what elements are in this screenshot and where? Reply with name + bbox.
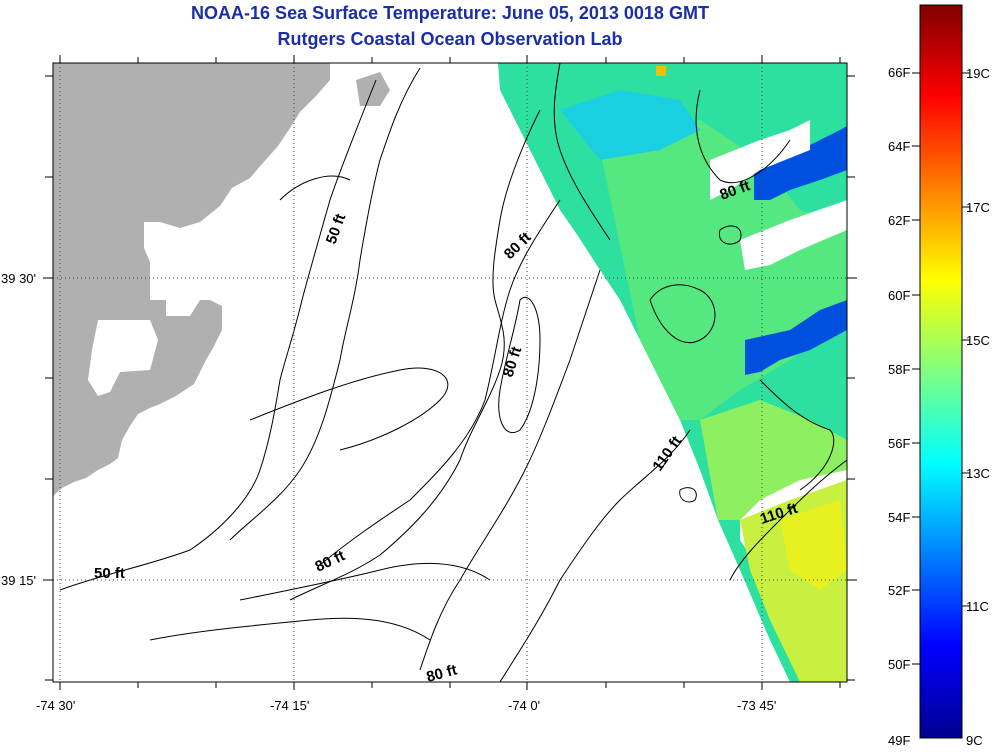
depth-contours xyxy=(59,63,847,682)
colorbar-c-label: 13C xyxy=(966,466,990,481)
contour-label: 80 ft xyxy=(500,345,526,380)
colorbar-c-label: 15C xyxy=(966,333,990,348)
map-title: NOAA-16 Sea Surface Temperature: June 05… xyxy=(191,3,709,23)
colorbar-c-label: 19C xyxy=(966,66,990,81)
map-subtitle: Rutgers Coastal Ocean Observation Lab xyxy=(277,29,623,49)
colorbar xyxy=(919,4,963,739)
contour-label: 80 ft xyxy=(501,229,535,263)
contour-label: 50 ft xyxy=(323,212,350,247)
colorbar-c-label: 17C xyxy=(966,200,990,215)
x-tick-label: -74 0' xyxy=(508,698,541,713)
x-tick-label: -74 15' xyxy=(270,698,310,713)
colorbar-c-label: 9C xyxy=(966,733,983,748)
colorbar-f-label: 58F xyxy=(888,362,911,377)
land-mass xyxy=(53,63,330,496)
colorbar-f-label: 54F xyxy=(888,510,911,525)
colorbar-f-label: 56F xyxy=(888,436,911,451)
colorbar-f-label: 49F xyxy=(888,733,911,748)
colorbar-f-label: 50F xyxy=(888,657,911,672)
colorbar-f-label: 64F xyxy=(888,139,911,154)
contour-label: 80 ft xyxy=(313,547,348,575)
colorbar-f-label: 60F xyxy=(888,288,911,303)
x-tick-label: -74 30' xyxy=(36,698,76,713)
y-tick-label: 39 30' xyxy=(1,271,37,286)
contour-label: 50 ft xyxy=(94,565,125,582)
x-tick-label: -73 45' xyxy=(737,698,777,713)
colorbar-f-label: 62F xyxy=(888,213,911,228)
contour-label: 110 ft xyxy=(649,433,685,474)
colorbar-f-label: 66F xyxy=(888,65,911,80)
colorbar-c-label: 11C xyxy=(966,599,989,614)
colorbar-f-label: 52F xyxy=(888,583,911,598)
y-tick-label: 39 15' xyxy=(1,573,37,588)
